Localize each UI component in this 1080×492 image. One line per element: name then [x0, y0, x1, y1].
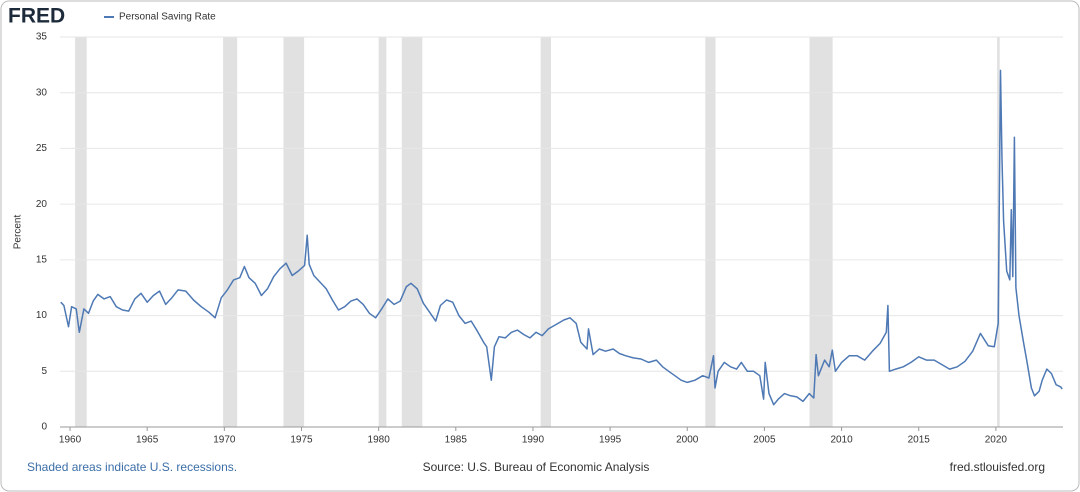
y-axis-label: Percent	[13, 215, 24, 250]
recession-band	[401, 37, 423, 427]
x-tick-label: 1995	[599, 435, 622, 446]
x-tick-label: 2015	[908, 435, 931, 446]
x-tick-label: 1990	[522, 435, 545, 446]
x-tick-label: 1985	[445, 435, 468, 446]
x-tick-label: 1970	[213, 435, 236, 446]
x-tick-label: 2010	[830, 435, 853, 446]
x-tick-label: 1975	[290, 435, 313, 446]
recession-note: Shaded areas indicate U.S. recessions.	[27, 460, 237, 474]
y-tick-label: 25	[36, 143, 48, 154]
recession-band	[378, 37, 387, 427]
series-line	[60, 69, 1063, 406]
site-url[interactable]: fred.stlouisfed.org	[950, 460, 1045, 474]
x-tick-label: 2000	[676, 435, 699, 446]
legend-label: Personal Saving Rate	[119, 12, 216, 23]
recession-band	[75, 37, 87, 427]
x-tick-label: 2005	[753, 435, 776, 446]
y-tick-label: 10	[36, 310, 48, 321]
x-tick-label: 1980	[368, 435, 391, 446]
y-tick-label: 35	[36, 32, 48, 43]
x-tick-label: 1965	[136, 435, 159, 446]
y-tick-label: 30	[36, 87, 48, 98]
source: Source: U.S. Bureau of Economic Analysis	[423, 460, 650, 474]
recession-band	[809, 37, 833, 427]
y-tick-label: 5	[41, 366, 47, 377]
recession-band	[705, 37, 716, 427]
x-tick-label: 2020	[985, 435, 1008, 446]
x-tick-label: 1960	[59, 435, 82, 446]
y-tick-label: 20	[36, 199, 48, 210]
recession-band	[223, 37, 238, 427]
recession-band	[283, 37, 305, 427]
y-tick-label: 15	[36, 254, 48, 265]
logo: FRED	[8, 5, 65, 28]
y-tick-label: 0	[41, 422, 47, 433]
recession-band	[540, 37, 552, 427]
